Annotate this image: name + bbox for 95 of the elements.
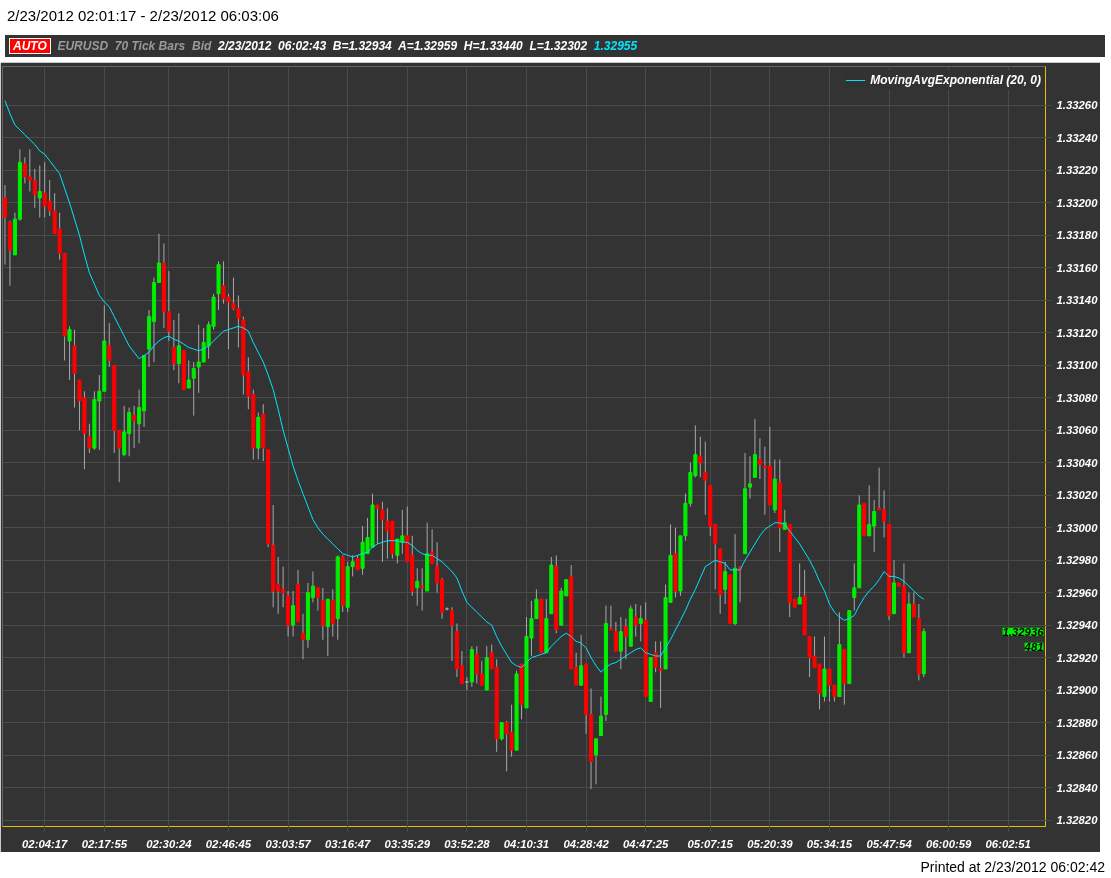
candlestick [291,590,296,637]
y-tick-label: 1.33240 [1056,131,1099,144]
candlestick [67,325,72,381]
y-tick-label: 1.32940 [1056,619,1099,632]
candlestick [315,587,320,612]
candlestick [633,603,638,637]
legend-label: MovingAvgExponential (20, 0) [870,73,1041,87]
x-tick-label: 04:10:31 [503,837,550,850]
candlestick [797,562,802,605]
candlestick [191,361,196,417]
candlestick [430,528,435,564]
y-tick-label: 1.33160 [1056,261,1099,274]
chart-title: 2/23/2012 02:01:17 - 2/23/2012 06:03:06 [7,6,279,26]
candlestick [444,606,450,612]
y-tick-label: 1.33220 [1056,164,1099,177]
candlestick [598,696,604,737]
y-tick-label: 1.33200 [1056,196,1099,209]
y-tick-label: 1.32880 [1056,716,1099,729]
annotation: 1.32936 [1002,625,1045,638]
text: AUTO [9,38,51,54]
y-tick-label: 1.32900 [1056,684,1099,697]
y-tick-label: 1.33080 [1056,391,1099,404]
candlestick [186,359,191,389]
candlestick [132,405,137,449]
y-tick-label: 1.33260 [1056,99,1099,112]
candlestick [107,322,112,368]
x-tick-label: 02:17:55 [81,837,128,850]
y-tick-label: 1.32980 [1056,554,1099,567]
text: 2/23/2012 06:02:43 B=1.32934 A=1.32959 H=1.33440 L=1.32302 [217,39,588,53]
candlestick [747,455,753,499]
y-tick-label: 1.32860 [1056,749,1099,762]
x-tick-label: 05:47:54 [866,837,913,850]
candlestick [613,621,618,652]
x-tick-label: 05:34:15 [806,837,853,850]
x-tick-label: 04:47:25 [623,837,670,850]
y-tick-label: 1.33060 [1056,424,1099,437]
candlestick [330,588,335,637]
candlestick [87,423,92,454]
x-tick-label: 06:02:51 [985,837,1031,850]
candlestick [380,501,385,563]
candlestick [171,319,176,371]
y-tick-label: 1.32960 [1056,586,1099,599]
x-tick-label: 03:52:28 [444,837,491,850]
y-tick-label: 1.32840 [1056,781,1099,794]
candlestick [757,437,762,480]
candlestick [593,738,599,785]
candlestick [911,592,916,618]
candlestick [300,613,306,660]
candlestick [658,640,663,709]
x-tick-label: 05:07:15 [687,837,734,850]
candlestick [703,441,708,516]
candlestick [579,634,584,686]
candlestick [752,418,757,478]
annotation: 481 [1023,640,1044,653]
y-tick-label: 1.33120 [1056,326,1099,339]
candlestick [698,436,703,478]
y-tick-label: 1.33000 [1056,521,1099,534]
text: EURUSD [57,39,109,53]
candlestick [375,504,380,545]
x-tick-label: 06:00:59 [925,837,973,850]
y-tick-label: 1.33040 [1056,456,1099,469]
y-tick-label: 1.33100 [1056,359,1099,372]
x-tick-label: 03:16:47 [325,837,372,850]
x-tick-label: 02:46:45 [205,837,252,850]
x-tick-label: 05:20:39 [747,837,794,850]
text: 70 Tick Bars [114,39,186,53]
x-tick-label: 04:28:42 [563,837,610,850]
x-tick-label: 02:04:17 [22,837,69,850]
y-tick-label: 1.32820 [1056,814,1099,826]
candlestick [32,168,37,209]
candlestick [623,618,628,660]
candlestick [653,640,658,673]
candlestick [122,405,127,457]
candlestick [2,184,8,266]
x-tick-label: 03:03:57 [265,837,312,850]
x-tick-label: 03:35:29 [384,837,431,850]
text: 1.32955 [593,39,638,53]
candlestick [176,312,181,384]
candlestick [867,484,872,537]
candlestick [464,676,469,691]
text: Bid [191,39,212,53]
candlestick [723,561,728,605]
candlestick [618,616,623,670]
x-tick-label: 02:30:24 [146,837,193,850]
line-series [4,100,925,673]
y-tick-label: 1.32920 [1056,651,1099,664]
y-tick-label: 1.33140 [1056,294,1099,307]
candlestick [449,606,455,662]
y-tick-label: 1.33020 [1056,489,1099,502]
y-tick-label: 1.33180 [1056,229,1099,242]
candlestick [638,605,643,642]
text: Printed at 2/23/2012 06:02:42 [920,858,1105,877]
candlestick [415,567,420,607]
candlestick [608,605,613,631]
candlestick [37,165,42,219]
